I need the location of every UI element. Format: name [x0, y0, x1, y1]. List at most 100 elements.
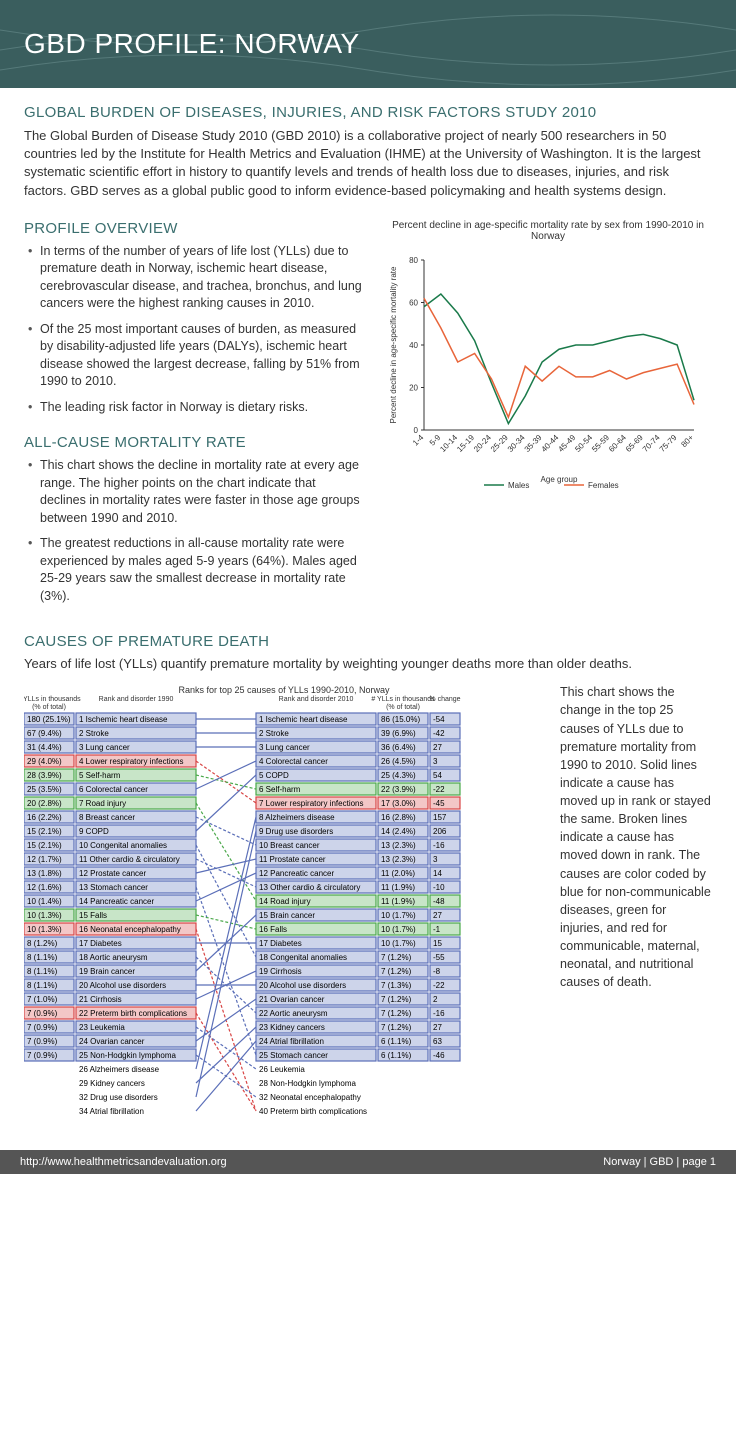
- svg-text:30-34: 30-34: [506, 432, 527, 453]
- svg-text:14 Pancreatic cancer: 14 Pancreatic cancer: [79, 897, 154, 906]
- svg-text:12 (1.6%): 12 (1.6%): [27, 883, 62, 892]
- svg-text:21 Cirrhosis: 21 Cirrhosis: [79, 995, 122, 1004]
- mortality-bullets: This chart shows the decline in mortalit…: [24, 457, 364, 605]
- svg-text:80: 80: [409, 256, 418, 265]
- svg-text:34 Atrial fibrillation: 34 Atrial fibrillation: [79, 1107, 144, 1116]
- svg-text:12 Pancreatic cancer: 12 Pancreatic cancer: [259, 869, 334, 878]
- svg-text:8 (1.1%): 8 (1.1%): [27, 953, 58, 962]
- svg-text:25 (4.3%): 25 (4.3%): [381, 771, 416, 780]
- svg-text:7 (1.3%): 7 (1.3%): [381, 981, 412, 990]
- svg-text:86 (15.0%): 86 (15.0%): [381, 715, 420, 724]
- svg-text:13 Stomach cancer: 13 Stomach cancer: [79, 883, 148, 892]
- svg-text:39 (6.9%): 39 (6.9%): [381, 729, 416, 738]
- svg-text:-10: -10: [433, 883, 445, 892]
- svg-text:18 Congenital anomalies: 18 Congenital anomalies: [259, 953, 347, 962]
- svg-text:5 COPD: 5 COPD: [259, 771, 289, 780]
- svg-text:15 Brain cancer: 15 Brain cancer: [259, 911, 315, 920]
- svg-text:32 Drug use disorders: 32 Drug use disorders: [79, 1093, 158, 1102]
- svg-text:15 Falls: 15 Falls: [79, 911, 107, 920]
- svg-text:23 Leukemia: 23 Leukemia: [79, 1023, 125, 1032]
- svg-text:8 (1.2%): 8 (1.2%): [27, 939, 58, 948]
- svg-text:8 Alzheimers disease: 8 Alzheimers disease: [259, 813, 335, 822]
- svg-text:3 Lung cancer: 3 Lung cancer: [79, 743, 130, 752]
- svg-text:6 Self-harm: 6 Self-harm: [259, 785, 301, 794]
- svg-text:4 Lower respiratory infections: 4 Lower respiratory infections: [79, 757, 184, 766]
- svg-text:7 (1.2%): 7 (1.2%): [381, 967, 412, 976]
- svg-text:6 Colorectal cancer: 6 Colorectal cancer: [79, 785, 148, 794]
- svg-text:27: 27: [433, 1023, 442, 1032]
- svg-text:65-69: 65-69: [624, 432, 645, 453]
- svg-text:7 (1.2%): 7 (1.2%): [381, 953, 412, 962]
- svg-text:67 (9.4%): 67 (9.4%): [27, 729, 62, 738]
- svg-text:2: 2: [433, 995, 438, 1004]
- svg-text:20 Alcohol use disorders: 20 Alcohol use disorders: [259, 981, 346, 990]
- svg-text:7 (1.0%): 7 (1.0%): [27, 995, 58, 1004]
- mortality-line-chart: 0204060801-45-910-1415-1920-2425-2930-34…: [384, 250, 704, 490]
- svg-text:15 (2.1%): 15 (2.1%): [27, 827, 62, 836]
- svg-text:7 Road injury: 7 Road injury: [79, 799, 126, 808]
- svg-text:23 Kidney cancers: 23 Kidney cancers: [259, 1023, 325, 1032]
- overview-title: PROFILE OVERVIEW: [24, 220, 364, 237]
- linechart-title: Percent decline in age-specific mortalit…: [384, 220, 712, 242]
- svg-text:180 (25.1%): 180 (25.1%): [27, 715, 71, 724]
- svg-text:80+: 80+: [679, 433, 695, 449]
- svg-text:11 (1.9%): 11 (1.9%): [381, 883, 415, 892]
- svg-text:1 Ischemic heart disease: 1 Ischemic heart disease: [79, 715, 168, 724]
- svg-text:10 Congenital anomalies: 10 Congenital anomalies: [79, 841, 167, 850]
- svg-text:63: 63: [433, 1037, 442, 1046]
- svg-text:60-64: 60-64: [607, 432, 628, 453]
- svg-text:17 (3.0%): 17 (3.0%): [381, 799, 416, 808]
- footer-left: http://www.healthmetricsandevaluation.or…: [20, 1156, 227, 1168]
- svg-text:-45: -45: [433, 799, 445, 808]
- svg-text:10 (1.4%): 10 (1.4%): [27, 897, 62, 906]
- svg-text:29 (4.0%): 29 (4.0%): [27, 757, 62, 766]
- svg-text:35-39: 35-39: [523, 432, 544, 453]
- svg-text:1 Ischemic heart disease: 1 Ischemic heart disease: [259, 715, 348, 724]
- svg-text:17 Diabetes: 17 Diabetes: [259, 939, 302, 948]
- svg-text:20-24: 20-24: [472, 432, 493, 453]
- svg-text:Females: Females: [588, 481, 619, 490]
- svg-text:Age group: Age group: [541, 475, 578, 484]
- svg-text:24 Atrial fibrillation: 24 Atrial fibrillation: [259, 1037, 324, 1046]
- svg-text:32 Neonatal encephalopathy: 32 Neonatal encephalopathy: [259, 1093, 361, 1102]
- svg-text:3: 3: [433, 855, 438, 864]
- svg-text:8 (1.1%): 8 (1.1%): [27, 981, 58, 990]
- page-title: GBD PROFILE: NORWAY: [24, 28, 712, 60]
- svg-text:11 Other cardio & circulatory: 11 Other cardio & circulatory: [79, 855, 180, 864]
- svg-text:157: 157: [433, 813, 447, 822]
- svg-text:-22: -22: [433, 981, 445, 990]
- header-banner: GBD PROFILE: NORWAY: [0, 0, 736, 88]
- svg-text:25 Non-Hodgkin lymphoma: 25 Non-Hodgkin lymphoma: [79, 1051, 176, 1060]
- svg-text:28 (3.9%): 28 (3.9%): [27, 771, 62, 780]
- mortality-title: ALL-CAUSE MORTALITY RATE: [24, 434, 364, 451]
- svg-text:21 Ovarian cancer: 21 Ovarian cancer: [259, 995, 325, 1004]
- svg-text:8 (1.1%): 8 (1.1%): [27, 967, 58, 976]
- svg-text:11 (1.9%): 11 (1.9%): [381, 897, 415, 906]
- svg-text:10 (1.7%): 10 (1.7%): [381, 939, 416, 948]
- svg-text:7 (0.9%): 7 (0.9%): [27, 1037, 58, 1046]
- svg-text:Males: Males: [508, 481, 529, 490]
- svg-text:18 Aortic aneurysm: 18 Aortic aneurysm: [79, 953, 148, 962]
- svg-text:20: 20: [409, 383, 418, 392]
- svg-text:16 Falls: 16 Falls: [259, 925, 287, 934]
- svg-text:10-14: 10-14: [438, 432, 459, 453]
- svg-text:31 (4.4%): 31 (4.4%): [27, 743, 62, 752]
- svg-text:13 Other cardio & circulatory: 13 Other cardio & circulatory: [259, 883, 360, 892]
- svg-text:Percent decline in age-specifi: Percent decline in age-specific mortalit…: [389, 266, 398, 424]
- svg-text:12 Prostate cancer: 12 Prostate cancer: [79, 869, 146, 878]
- svg-text:14 (2.4%): 14 (2.4%): [381, 827, 416, 836]
- svg-text:7 (0.9%): 7 (0.9%): [27, 1009, 58, 1018]
- svg-text:10 Breast cancer: 10 Breast cancer: [259, 841, 320, 850]
- svg-text:25 Stomach cancer: 25 Stomach cancer: [259, 1051, 328, 1060]
- svg-text:24 Ovarian cancer: 24 Ovarian cancer: [79, 1037, 145, 1046]
- svg-text:29 Kidney cancers: 29 Kidney cancers: [79, 1079, 145, 1088]
- svg-text:26 Leukemia: 26 Leukemia: [259, 1065, 305, 1074]
- svg-text:11 (2.0%): 11 (2.0%): [381, 869, 415, 878]
- svg-text:2 Stroke: 2 Stroke: [259, 729, 289, 738]
- svg-text:12 (1.7%): 12 (1.7%): [27, 855, 62, 864]
- svg-text:13 (2.3%): 13 (2.3%): [381, 855, 416, 864]
- svg-text:22 Aortic aneurysm: 22 Aortic aneurysm: [259, 1009, 328, 1018]
- svg-text:3 Lung cancer: 3 Lung cancer: [259, 743, 310, 752]
- subtitle: GLOBAL BURDEN OF DISEASES, INJURIES, AND…: [24, 104, 712, 121]
- svg-text:7 (1.2%): 7 (1.2%): [381, 995, 412, 1004]
